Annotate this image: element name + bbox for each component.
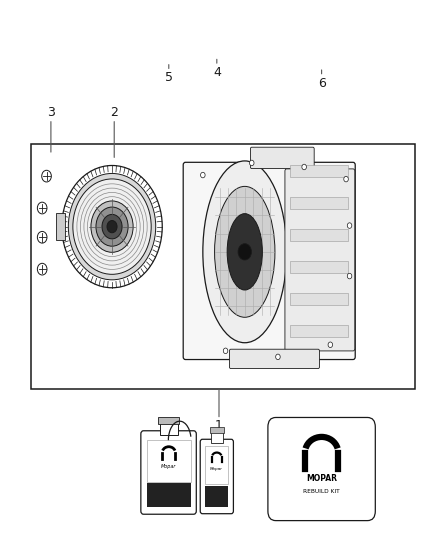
Circle shape bbox=[276, 354, 280, 360]
Text: 3: 3 bbox=[47, 106, 55, 152]
Text: 4: 4 bbox=[213, 59, 221, 79]
Circle shape bbox=[107, 221, 117, 233]
Circle shape bbox=[96, 207, 128, 246]
FancyBboxPatch shape bbox=[290, 229, 348, 241]
Text: REBUILD KIT: REBUILD KIT bbox=[303, 489, 340, 494]
Text: MOPAR: MOPAR bbox=[306, 474, 337, 482]
Ellipse shape bbox=[203, 161, 287, 343]
Bar bbox=[31, 144, 416, 389]
Ellipse shape bbox=[227, 214, 262, 290]
FancyBboxPatch shape bbox=[183, 163, 355, 360]
Circle shape bbox=[238, 244, 251, 260]
Circle shape bbox=[223, 348, 228, 353]
Circle shape bbox=[328, 342, 332, 348]
Circle shape bbox=[68, 173, 156, 280]
Circle shape bbox=[102, 214, 122, 239]
FancyBboxPatch shape bbox=[251, 147, 314, 168]
FancyBboxPatch shape bbox=[290, 293, 348, 305]
FancyBboxPatch shape bbox=[147, 440, 191, 482]
Text: 6: 6 bbox=[318, 70, 325, 90]
FancyBboxPatch shape bbox=[211, 432, 223, 443]
FancyBboxPatch shape bbox=[290, 165, 348, 177]
Circle shape bbox=[37, 263, 47, 275]
Text: Mopar: Mopar bbox=[161, 464, 177, 470]
Circle shape bbox=[37, 231, 47, 243]
Bar bbox=[56, 213, 65, 240]
FancyBboxPatch shape bbox=[268, 417, 375, 521]
FancyBboxPatch shape bbox=[205, 486, 228, 507]
Circle shape bbox=[201, 172, 205, 178]
FancyBboxPatch shape bbox=[147, 483, 191, 507]
Text: 1: 1 bbox=[215, 389, 223, 432]
FancyBboxPatch shape bbox=[210, 427, 224, 433]
FancyBboxPatch shape bbox=[141, 431, 196, 514]
FancyBboxPatch shape bbox=[158, 417, 179, 424]
Circle shape bbox=[347, 223, 352, 228]
Ellipse shape bbox=[215, 187, 275, 317]
FancyBboxPatch shape bbox=[160, 423, 177, 435]
FancyBboxPatch shape bbox=[290, 197, 348, 209]
Text: 2: 2 bbox=[110, 106, 118, 157]
Circle shape bbox=[91, 201, 133, 252]
Text: 5: 5 bbox=[165, 64, 173, 84]
Circle shape bbox=[62, 165, 162, 288]
Text: Mopar: Mopar bbox=[210, 466, 223, 471]
Circle shape bbox=[347, 273, 352, 279]
FancyBboxPatch shape bbox=[285, 169, 355, 351]
FancyBboxPatch shape bbox=[205, 446, 228, 484]
FancyBboxPatch shape bbox=[200, 439, 233, 514]
Circle shape bbox=[302, 164, 307, 169]
FancyBboxPatch shape bbox=[290, 261, 348, 273]
Circle shape bbox=[37, 202, 47, 214]
Circle shape bbox=[250, 160, 254, 166]
Circle shape bbox=[42, 170, 51, 182]
FancyBboxPatch shape bbox=[230, 349, 319, 368]
Circle shape bbox=[344, 176, 348, 182]
FancyBboxPatch shape bbox=[290, 325, 348, 337]
Circle shape bbox=[73, 179, 151, 274]
